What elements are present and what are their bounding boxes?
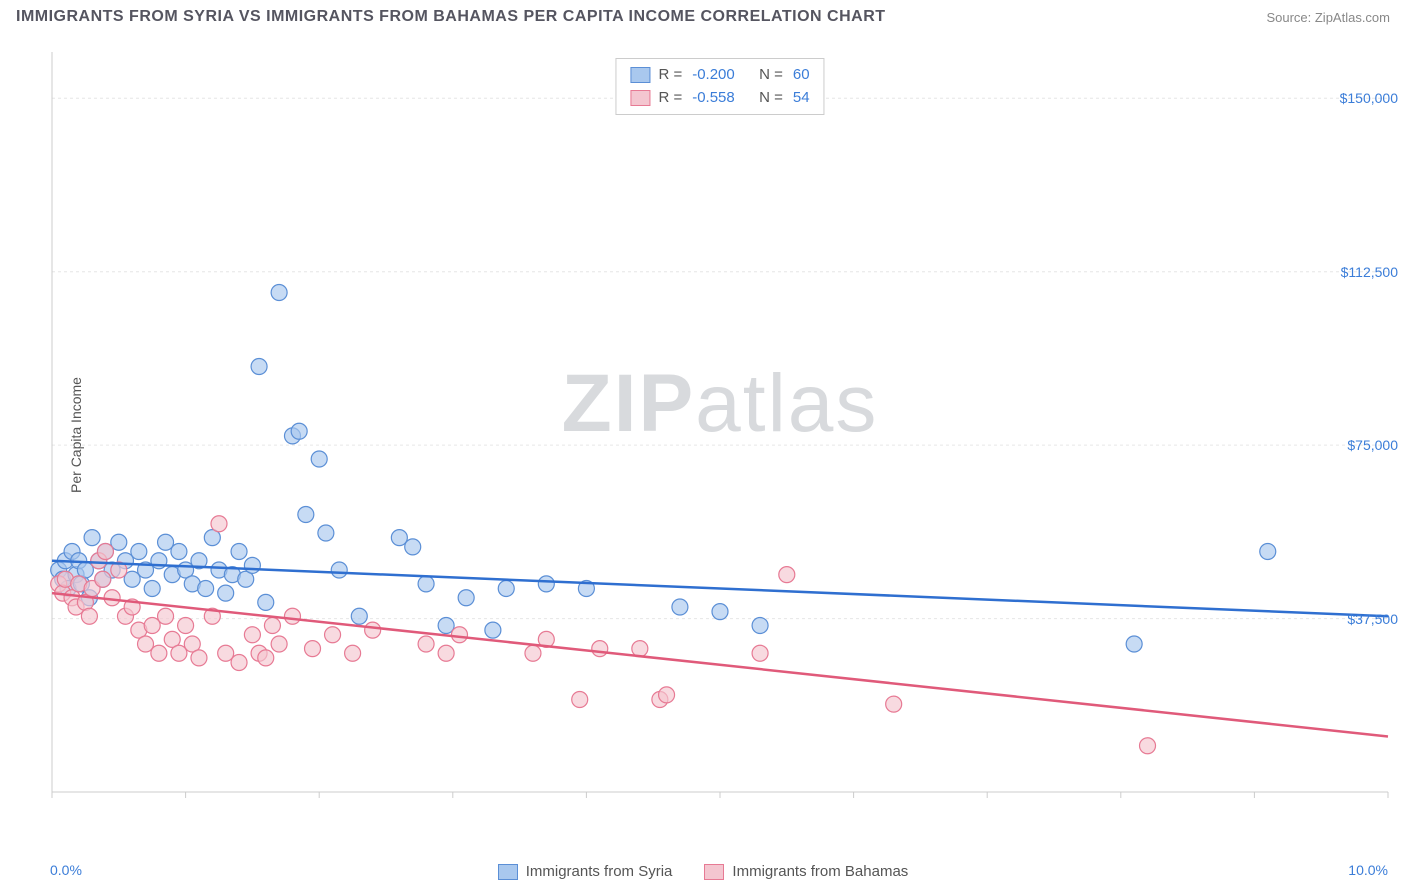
swatch-icon	[498, 864, 518, 880]
y-tick-label: $75,000	[1347, 437, 1398, 453]
header: IMMIGRANTS FROM SYRIA VS IMMIGRANTS FROM…	[0, 0, 1406, 30]
y-tick-label: $150,000	[1340, 90, 1398, 106]
swatch-syria	[630, 67, 650, 83]
swatch-bahamas	[630, 90, 650, 106]
legend-item-bahamas: Immigrants from Bahamas	[704, 863, 908, 880]
y-tick-label: $112,500	[1341, 264, 1398, 280]
chart-title: IMMIGRANTS FROM SYRIA VS IMMIGRANTS FROM…	[16, 8, 886, 26]
y-tick-label: $37,500	[1347, 611, 1398, 627]
chart-container: Per Capita Income ZIPatlas R = -0.200 N …	[50, 50, 1390, 820]
legend-row-syria: R = -0.200 N = 60	[630, 64, 809, 87]
bottom-legend: Immigrants from Syria Immigrants from Ba…	[0, 863, 1406, 880]
scatter-plot	[50, 50, 1390, 820]
source-attribution: Source: ZipAtlas.com	[1266, 10, 1390, 25]
legend-row-bahamas: R = -0.558 N = 54	[630, 87, 809, 110]
correlation-legend: R = -0.200 N = 60 R = -0.558 N = 54	[615, 58, 824, 115]
source-link[interactable]: ZipAtlas.com	[1315, 10, 1390, 25]
legend-item-syria: Immigrants from Syria	[498, 863, 673, 880]
swatch-icon	[704, 864, 724, 880]
